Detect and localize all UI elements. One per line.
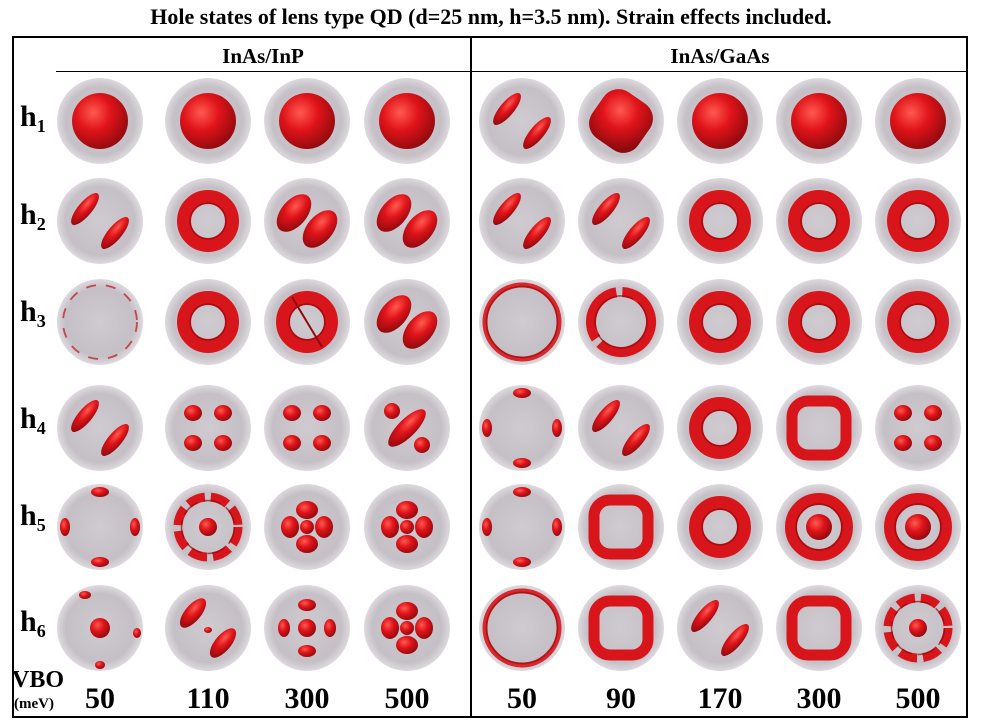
wavefunction-plot-h2-col8 xyxy=(776,178,862,264)
wavefunction-plot-h4-col6 xyxy=(578,385,664,471)
vbo-value: 170 xyxy=(697,682,743,715)
wavefunction-plot-h1-col8 xyxy=(776,78,862,164)
wavefunction-plot-h6-col5 xyxy=(479,585,565,671)
vbo-value: 110 xyxy=(186,682,230,715)
wavefunction-plot-h2-col6 xyxy=(578,178,664,264)
wavefunction-plot-h3-col5 xyxy=(479,279,565,365)
wavefunction-plot-h2-col3 xyxy=(264,178,350,264)
wavefunction-plot-h3-col6 xyxy=(578,279,664,365)
wavefunction-plot-h2-col4 xyxy=(364,178,450,264)
row-label-base: h xyxy=(20,198,37,231)
row-label-h5: h5 xyxy=(20,499,46,535)
row-label-h3: h3 xyxy=(20,295,46,331)
vbo-value: 50 xyxy=(85,682,115,715)
wavefunction-plot-h1-col6 xyxy=(578,78,664,164)
wavefunction-plot-h6-col9 xyxy=(875,585,961,671)
wavefunction-plot-h6-col1 xyxy=(57,585,143,671)
wavefunction-plot-h5-col5 xyxy=(479,484,565,570)
wavefunction-plot-h6-col8 xyxy=(776,585,862,671)
row-label-h1: h1 xyxy=(20,100,46,136)
vbo-value: 300 xyxy=(284,682,330,715)
wavefunction-plot-h6-col7 xyxy=(677,585,763,671)
row-label-base: h xyxy=(20,499,37,532)
wavefunction-plot-h1-col2 xyxy=(165,78,251,164)
row-label-base: h xyxy=(20,402,37,435)
figure-title: Hole states of lens type QD (d=25 nm, h=… xyxy=(150,4,832,29)
wavefunction-plot-h2-col7 xyxy=(677,178,763,264)
figure-frame xyxy=(12,36,968,718)
wavefunction-plot-h5-col2 xyxy=(165,484,251,570)
wavefunction-plot-h3-col9 xyxy=(875,279,961,365)
wavefunction-plot-h4-col4 xyxy=(364,385,450,471)
vbo-value: 500 xyxy=(384,682,430,715)
wavefunction-plot-h4-col2 xyxy=(165,385,251,471)
wavefunction-plot-h3-col2 xyxy=(165,279,251,365)
row-label-subscript: 3 xyxy=(36,311,46,331)
wavefunction-plot-h5-col7 xyxy=(677,484,763,570)
wavefunction-plot-h2-col2 xyxy=(165,178,251,264)
wavefunction-plot-h3-col3 xyxy=(264,279,350,365)
wavefunction-plot-h2-col5 xyxy=(479,178,565,264)
wavefunction-plot-h4-col5 xyxy=(479,385,565,471)
group-divider xyxy=(470,36,472,718)
row-label-base: h xyxy=(20,100,37,133)
wavefunction-plot-h6-col2 xyxy=(165,585,251,671)
row-label-base: h xyxy=(20,605,37,638)
wavefunction-plot-h1-col3 xyxy=(264,78,350,164)
vbo-axis-label: VBO xyxy=(12,667,65,693)
vbo-value: 90 xyxy=(606,682,636,715)
wavefunction-plot-h1-col1 xyxy=(57,78,143,164)
group-header-inas-gaas: InAs/GaAs xyxy=(670,44,770,68)
vbo-value: 300 xyxy=(796,682,842,715)
wavefunction-plot-h1-col7 xyxy=(677,78,763,164)
wavefunction-plot-h4-col9 xyxy=(875,385,961,471)
wavefunction-plot-h1-col5 xyxy=(479,78,565,164)
vbo-value: 50 xyxy=(507,682,537,715)
wavefunction-plot-h3-col7 xyxy=(677,279,763,365)
wavefunction-plot-h3-col4 xyxy=(364,279,450,365)
vbo-value: 500 xyxy=(895,682,941,715)
wavefunction-plot-h6-col6 xyxy=(578,585,664,671)
vbo-axis-unit: (meV) xyxy=(14,696,54,712)
row-label-subscript: 5 xyxy=(36,515,46,535)
wavefunction-plot-h4-col1 xyxy=(57,385,143,471)
wavefunction-plot-h1-col4 xyxy=(364,78,450,164)
wavefunction-plot-h5-col9 xyxy=(875,484,961,570)
wavefunction-plot-h5-col6 xyxy=(578,484,664,570)
wavefunction-plot-h1-col9 xyxy=(875,78,961,164)
row-label-h2: h2 xyxy=(20,198,46,234)
wavefunction-plot-h4-col8 xyxy=(776,385,862,471)
wavefunction-plot-h3-col8 xyxy=(776,279,862,365)
row-label-subscript: 2 xyxy=(36,214,46,234)
wavefunction-plot-h4-col3 xyxy=(264,385,350,471)
group-header-inas-inp: InAs/InP xyxy=(222,44,304,68)
wavefunction-plot-h5-col3 xyxy=(264,484,350,570)
wavefunction-plot-h3-col1 xyxy=(57,279,143,365)
row-label-subscript: 6 xyxy=(36,621,46,641)
wavefunction-plot-h6-col4 xyxy=(364,585,450,671)
wavefunction-plot-h5-col4 xyxy=(364,484,450,570)
row-label-subscript: 1 xyxy=(36,116,46,136)
header-rule xyxy=(56,71,968,72)
row-label-subscript: 4 xyxy=(36,418,46,438)
row-label-h4: h4 xyxy=(20,402,46,438)
row-label-base: h xyxy=(20,295,37,328)
wavefunction-plot-h6-col3 xyxy=(264,585,350,671)
wavefunction-plot-h5-col1 xyxy=(57,484,143,570)
wavefunction-plot-h2-col9 xyxy=(875,178,961,264)
wavefunction-plot-h5-col8 xyxy=(776,484,862,570)
row-label-h6: h6 xyxy=(20,605,46,641)
wavefunction-plot-h2-col1 xyxy=(57,178,143,264)
wavefunction-plot-h4-col7 xyxy=(677,385,763,471)
